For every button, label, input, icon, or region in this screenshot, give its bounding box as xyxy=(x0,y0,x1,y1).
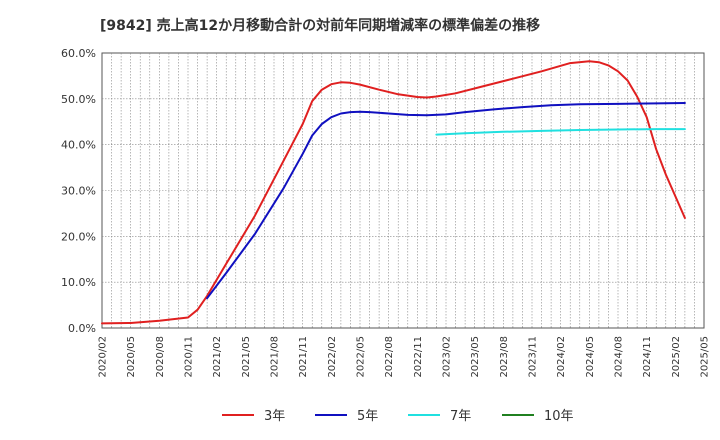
y-tick-label: 20.0% xyxy=(61,230,96,243)
x-tick-label: 2024/02 xyxy=(556,336,567,378)
x-tick-label: 2020/05 xyxy=(126,336,137,378)
legend-label: 3年 xyxy=(264,409,285,424)
y-tick-label: 0.0% xyxy=(68,322,96,335)
x-tick-label: 2023/05 xyxy=(470,336,481,378)
x-tick-label: 2024/05 xyxy=(585,336,596,378)
x-tick-label: 2023/08 xyxy=(499,336,510,378)
x-tick-label: 2020/08 xyxy=(155,336,166,378)
series-layer xyxy=(101,60,686,325)
y-axis-ticks: 0.0% 10.0% 20.0% 30.0% 40.0% 50.0% 60.0% xyxy=(61,47,96,335)
chart-title: [9842] 売上高12か月移動合計の対前年同期増減率の標準偏差の推移 xyxy=(100,17,540,34)
grid-layer xyxy=(102,53,704,328)
x-tick-label: 2020/02 xyxy=(98,336,109,378)
series-line-5年 xyxy=(206,102,686,300)
legend-label: 10年 xyxy=(544,409,574,424)
legend: 3年 5年 7年 10年 xyxy=(222,409,574,424)
series-line-3年 xyxy=(101,60,686,325)
x-tick-label: 2022/11 xyxy=(413,336,424,378)
legend-label: 7年 xyxy=(450,409,471,424)
x-tick-label: 2022/02 xyxy=(327,336,338,378)
x-tick-label: 2021/05 xyxy=(241,336,252,378)
x-tick-label: 2022/08 xyxy=(384,336,395,378)
x-tick-label: 2024/11 xyxy=(642,336,653,378)
x-tick-label: 2023/11 xyxy=(528,336,539,378)
x-tick-label: 2025/02 xyxy=(671,336,682,378)
y-tick-label: 30.0% xyxy=(61,185,96,198)
x-tick-label: 2023/02 xyxy=(442,336,453,378)
x-tick-label: 2021/02 xyxy=(212,336,223,378)
series-line-7年 xyxy=(435,128,686,136)
x-tick-label: 2025/05 xyxy=(700,336,711,378)
x-tick-label: 2020/11 xyxy=(184,336,195,378)
y-tick-label: 40.0% xyxy=(61,139,96,152)
x-tick-label: 2022/05 xyxy=(356,336,367,378)
x-tick-label: 2024/08 xyxy=(614,336,625,378)
legend-label: 5年 xyxy=(357,409,378,424)
x-tick-label: 2021/08 xyxy=(270,336,281,378)
y-tick-label: 10.0% xyxy=(61,276,96,289)
y-tick-label: 50.0% xyxy=(61,93,96,106)
x-tick-label: 2021/11 xyxy=(298,336,309,378)
y-tick-label: 60.0% xyxy=(61,47,96,60)
x-axis-ticks: 2020/02 2020/05 2020/08 2020/11 2021/02 2021/… xyxy=(98,336,711,378)
